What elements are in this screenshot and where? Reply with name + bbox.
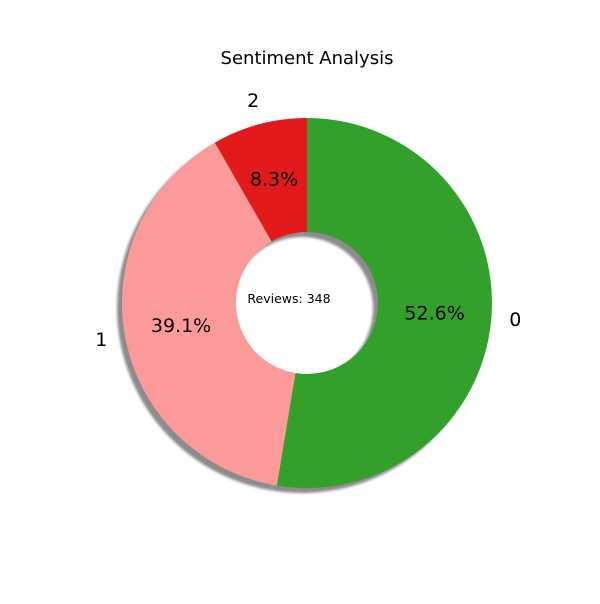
slice-labels: 52.6% 0 39.1% 1 8.3% 2 xyxy=(95,90,521,351)
pie-slice-0 xyxy=(276,118,492,488)
donut-slices xyxy=(122,118,492,488)
chart-title: Sentiment Analysis xyxy=(221,48,394,69)
category-label-0: 0 xyxy=(509,309,521,331)
category-label-1: 1 xyxy=(95,329,107,351)
category-label-2: 2 xyxy=(247,90,259,112)
pie-slice-2 xyxy=(214,118,307,242)
pie-slice-1 xyxy=(122,142,296,486)
center-total-label: Reviews: 348 xyxy=(247,291,330,306)
percent-label-1: 39.1% xyxy=(151,315,211,337)
percent-label-2: 8.3% xyxy=(250,168,298,190)
percent-label-0: 52.6% xyxy=(404,302,464,324)
